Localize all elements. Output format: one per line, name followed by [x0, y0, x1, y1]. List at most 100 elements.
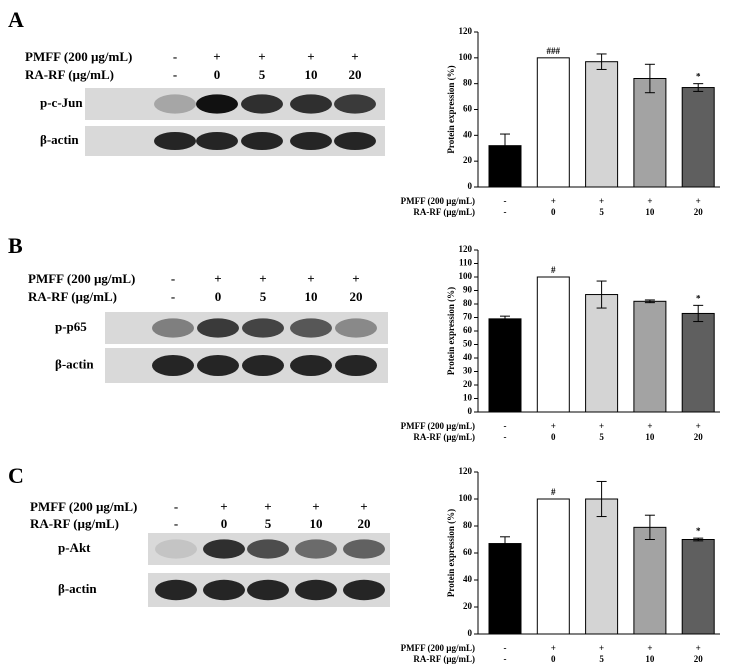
- y-tick-label: 80: [463, 298, 473, 308]
- lane-label: 5: [265, 516, 272, 531]
- lane-label: +: [312, 499, 319, 514]
- x-row-label: PMFF (200 µg/mL): [401, 643, 475, 653]
- band: [241, 132, 283, 150]
- lane-label: +: [307, 49, 314, 64]
- band: [241, 94, 283, 114]
- x-tick-label: 20: [694, 432, 704, 442]
- band: [343, 539, 385, 559]
- blot-label: β-actin: [55, 356, 94, 371]
- y-tick-label: 0: [468, 181, 473, 191]
- lane-label: -: [173, 49, 177, 64]
- y-tick-label: 60: [463, 104, 473, 114]
- lane-label: 0: [221, 516, 228, 531]
- annotation: *: [696, 72, 701, 82]
- bar: [536, 498, 570, 635]
- band: [295, 579, 337, 601]
- lane-label: +: [264, 499, 271, 514]
- y-tick-label: 80: [463, 78, 473, 88]
- y-tick-label: 80: [463, 520, 473, 530]
- blot-label: p-Akt: [58, 540, 91, 555]
- bar: [585, 498, 619, 635]
- y-tick-label: 50: [463, 339, 473, 349]
- lane-label: 0: [214, 67, 221, 82]
- bar: [681, 312, 715, 413]
- y-tick-label: 0: [468, 628, 473, 638]
- bar: [585, 294, 619, 413]
- band: [290, 132, 332, 150]
- lane-label: +: [360, 499, 367, 514]
- x-tick-label: -: [504, 196, 507, 206]
- annotation: ###: [547, 46, 561, 56]
- lane-label: 20: [358, 516, 371, 531]
- x-tick-label: 10: [645, 207, 655, 217]
- x-tick-label: -: [504, 654, 507, 664]
- bar: [536, 276, 570, 413]
- y-tick-label: 40: [463, 352, 473, 362]
- lane-label: -: [171, 271, 175, 286]
- band: [290, 94, 332, 114]
- lane-label: -: [174, 499, 178, 514]
- lane-label: 5: [259, 67, 266, 82]
- x-tick-label: +: [551, 196, 556, 206]
- lane-label: 5: [260, 289, 267, 304]
- y-tick-label: 110: [459, 258, 473, 268]
- bar: [633, 526, 667, 635]
- y-tick-label: 120: [459, 466, 473, 476]
- band: [335, 318, 377, 338]
- y-axis-label: Protein expression (%): [446, 509, 456, 597]
- lane-label: +: [307, 271, 314, 286]
- band: [290, 318, 332, 338]
- bar: [681, 539, 715, 635]
- y-tick-label: 40: [463, 574, 473, 584]
- blot-label: β-actin: [40, 132, 79, 147]
- x-tick-label: 0: [551, 654, 556, 664]
- band: [343, 579, 385, 601]
- bar: [536, 57, 570, 188]
- row-label: PMFF (200 µg/mL): [28, 271, 135, 286]
- x-tick-label: 20: [694, 654, 704, 664]
- band: [196, 132, 238, 150]
- lane-label: +: [259, 271, 266, 286]
- band: [155, 579, 197, 601]
- annotation: *: [696, 293, 701, 303]
- band: [152, 318, 194, 338]
- x-tick-label: +: [647, 643, 652, 653]
- blot-label: β-actin: [58, 581, 97, 596]
- y-tick-label: 100: [459, 493, 473, 503]
- row-label: PMFF (200 µg/mL): [25, 49, 132, 64]
- y-tick-label: 120: [459, 26, 473, 36]
- y-tick-label: 60: [463, 325, 473, 335]
- band: [154, 132, 196, 150]
- y-axis-label: Protein expression (%): [446, 287, 456, 375]
- band: [334, 132, 376, 150]
- y-tick-label: 0: [468, 406, 473, 416]
- y-tick-label: 20: [463, 601, 473, 611]
- x-tick-label: -: [504, 421, 507, 431]
- y-tick-label: 40: [463, 129, 473, 139]
- x-tick-label: 5: [599, 207, 604, 217]
- x-tick-label: 20: [694, 207, 704, 217]
- x-row-label: PMFF (200 µg/mL): [401, 196, 475, 206]
- y-tick-label: 20: [463, 379, 473, 389]
- band: [247, 579, 289, 601]
- y-tick-label: 20: [463, 155, 473, 165]
- annotation: #: [551, 265, 556, 275]
- band: [152, 355, 194, 376]
- x-tick-label: 5: [599, 654, 604, 664]
- row-label: RA-RF (µg/mL): [25, 67, 114, 82]
- bar: [633, 78, 667, 188]
- panel-letter: A: [8, 7, 24, 32]
- band: [197, 318, 239, 338]
- row-label: RA-RF (µg/mL): [28, 289, 117, 304]
- row-label: PMFF (200 µg/mL): [30, 499, 137, 514]
- lane-label: 0: [215, 289, 222, 304]
- x-tick-label: +: [647, 196, 652, 206]
- x-tick-label: -: [504, 207, 507, 217]
- band: [247, 539, 289, 559]
- lane-label: 20: [349, 67, 362, 82]
- x-tick-label: 0: [551, 432, 556, 442]
- x-tick-label: +: [696, 643, 701, 653]
- band: [155, 539, 197, 559]
- band: [335, 355, 377, 376]
